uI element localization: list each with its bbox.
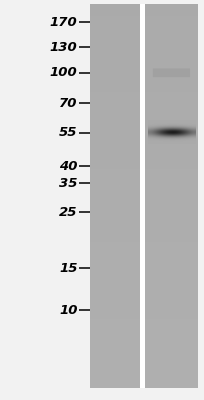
- Text: 40: 40: [59, 160, 78, 172]
- Bar: [140, 4, 145, 388]
- Text: 170: 170: [50, 16, 78, 28]
- Text: 10: 10: [59, 304, 78, 316]
- FancyBboxPatch shape: [153, 68, 190, 77]
- Text: 130: 130: [50, 41, 78, 54]
- Text: 35: 35: [59, 177, 78, 190]
- Bar: [90, 4, 140, 388]
- Bar: [145, 4, 197, 388]
- Text: 70: 70: [59, 97, 78, 110]
- Text: 25: 25: [59, 206, 78, 218]
- Text: 15: 15: [59, 262, 78, 274]
- Text: 100: 100: [50, 66, 78, 79]
- Bar: [140, 4, 145, 388]
- Text: 55: 55: [59, 126, 78, 139]
